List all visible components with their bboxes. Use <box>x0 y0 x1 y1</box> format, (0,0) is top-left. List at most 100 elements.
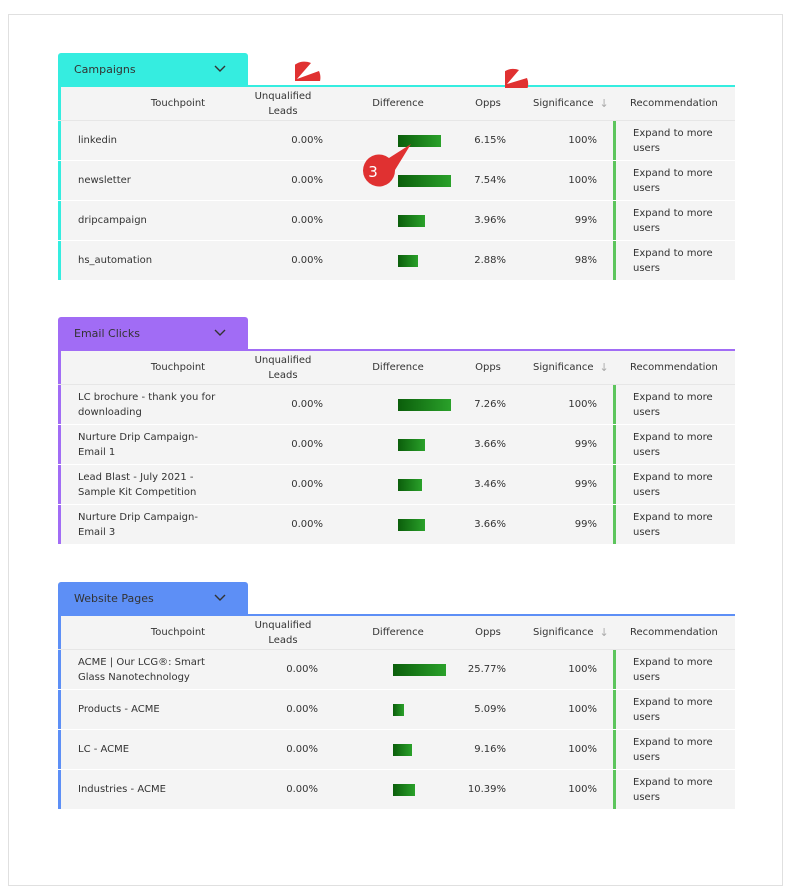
row-accent <box>58 770 61 809</box>
significance-value: 100% <box>568 135 597 146</box>
table-header: Touchpoint Unqualified Leads Difference … <box>58 87 735 121</box>
table-header: Touchpoint Unqualified Leads Difference … <box>58 351 735 385</box>
difference-bar <box>398 518 425 531</box>
difference-bar <box>398 134 441 147</box>
recommendation-indicator <box>613 201 616 240</box>
section-title: Campaigns <box>74 62 136 76</box>
header-unqualified-leads: Unqualified Leads <box>254 90 312 117</box>
header-recommendation: Recommendation <box>630 362 718 373</box>
table-row: dripcampaign 0.00% 3.96% 99% Expand to m… <box>58 201 735 241</box>
unqualified-leads-value: 0.00% <box>286 784 318 795</box>
row-accent <box>58 730 61 769</box>
unqualified-leads-value: 0.00% <box>286 744 318 755</box>
header-difference: Difference <box>372 362 424 373</box>
recommendation-text: Expand to more users <box>633 656 713 683</box>
table-row: LC - ACME 0.00% 9.16% 100% Expand to mor… <box>58 730 735 770</box>
unqualified-leads-value: 0.00% <box>291 255 323 266</box>
difference-bar <box>398 254 418 267</box>
row-accent <box>58 201 61 240</box>
touchpoint-name: Nurture Drip Campaign- Email 3 <box>78 511 198 538</box>
header-unqualified-leads: Unqualified Leads <box>254 619 312 646</box>
recommendation-indicator <box>613 385 616 424</box>
callout-marker-2: 2 <box>288 33 339 94</box>
row-accent <box>58 465 61 504</box>
significance-value: 100% <box>568 704 597 715</box>
header-significance-label: Significance <box>533 362 594 373</box>
touchpoint-table: Touchpoint Unqualified Leads Difference … <box>58 87 735 281</box>
unqualified-leads-value: 0.00% <box>286 664 318 675</box>
sort-down-arrow-icon[interactable]: ↓ <box>599 97 609 110</box>
header-significance[interactable]: Significance ↓ <box>533 351 623 384</box>
section-dropdown[interactable]: Campaigns <box>58 53 248 85</box>
difference-bar <box>393 703 404 716</box>
header-difference: Difference <box>372 98 424 109</box>
unqualified-leads-value: 0.00% <box>291 399 323 410</box>
recommendation-indicator <box>613 650 616 689</box>
section-dropdown[interactable]: Email Clicks <box>58 317 248 349</box>
sort-down-arrow-icon[interactable]: ↓ <box>599 361 609 374</box>
touchpoint-table: Touchpoint Unqualified Leads Difference … <box>58 351 735 545</box>
significance-value: 99% <box>574 215 597 226</box>
touchpoint-name: Industries - ACME <box>78 784 166 795</box>
sort-down-arrow-icon[interactable]: ↓ <box>599 626 609 639</box>
callout-3-label: 3 <box>368 163 378 181</box>
opps-value: 3.66% <box>474 439 506 450</box>
section-divider <box>58 85 735 87</box>
callout-1-label: 1 <box>526 55 536 73</box>
chevron-down-icon <box>214 594 226 601</box>
opps-value: 9.16% <box>474 744 506 755</box>
opps-value: 2.88% <box>474 255 506 266</box>
chevron-down-icon <box>214 65 226 72</box>
header-significance[interactable]: Significance ↓ <box>533 616 623 649</box>
row-accent <box>58 616 61 649</box>
recommendation-text: Expand to more users <box>633 696 713 723</box>
touchpoint-name: ACME | Our LCG®: Smart Glass Nanotechnol… <box>78 656 205 683</box>
table-row: Nurture Drip Campaign- Email 1 0.00% 3.6… <box>58 425 735 465</box>
difference-cell <box>398 385 478 424</box>
opps-value: 6.15% <box>474 135 506 146</box>
significance-value: 100% <box>568 744 597 755</box>
touchpoint-name: linkedin <box>78 135 117 146</box>
opps-value: 25.77% <box>467 664 506 675</box>
recommendation-text: Expand to more users <box>633 391 713 418</box>
recommendation-text: Expand to more users <box>633 736 713 763</box>
section-title: Email Clicks <box>74 326 140 340</box>
table-row: Nurture Drip Campaign- Email 3 0.00% 3.6… <box>58 505 735 545</box>
difference-cell <box>398 121 478 160</box>
opps-value: 3.66% <box>474 519 506 530</box>
recommendation-text: Expand to more users <box>633 776 713 803</box>
recommendation-indicator <box>613 425 616 464</box>
difference-cell <box>398 161 478 200</box>
row-accent <box>58 161 61 200</box>
touchpoint-name: Lead Blast - July 2021 - Sample Kit Comp… <box>78 471 197 498</box>
row-accent <box>58 87 61 120</box>
header-significance[interactable]: Significance ↓ <box>533 87 623 120</box>
significance-value: 99% <box>574 519 597 530</box>
table-row: Lead Blast - July 2021 - Sample Kit Comp… <box>58 465 735 505</box>
opps-value: 7.54% <box>474 175 506 186</box>
table-row: Products - ACME 0.00% 5.09% 100% Expand … <box>58 690 735 730</box>
opps-value: 5.09% <box>474 704 506 715</box>
difference-bar <box>398 438 425 451</box>
unqualified-leads-value: 0.00% <box>291 439 323 450</box>
difference-bar <box>393 783 415 796</box>
table-row: Industries - ACME 0.00% 10.39% 100% Expa… <box>58 770 735 810</box>
unqualified-leads-value: 0.00% <box>286 704 318 715</box>
opps-value: 10.39% <box>467 784 506 795</box>
opps-value: 3.96% <box>474 215 506 226</box>
row-accent <box>58 241 61 280</box>
section-divider <box>58 349 735 351</box>
recommendation-indicator <box>613 465 616 504</box>
section-dropdown[interactable]: Website Pages <box>58 582 248 614</box>
difference-cell <box>398 465 478 504</box>
section-divider <box>58 614 735 616</box>
table-row: newsletter 0.00% 7.54% 100% Expand to mo… <box>58 161 735 201</box>
header-unqualified-leads: Unqualified Leads <box>254 354 312 381</box>
recommendation-indicator <box>613 730 616 769</box>
recommendation-text: Expand to more users <box>633 471 713 498</box>
table-row: ACME | Our LCG®: Smart Glass Nanotechnol… <box>58 650 735 690</box>
touchpoint-name: Nurture Drip Campaign- Email 1 <box>78 431 198 458</box>
header-recommendation: Recommendation <box>630 98 718 109</box>
recommendation-indicator <box>613 770 616 809</box>
difference-cell <box>398 425 478 464</box>
